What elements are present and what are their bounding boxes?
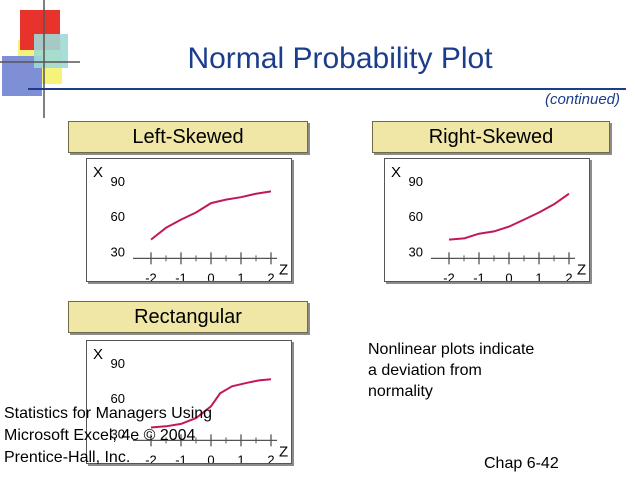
series-line	[150, 190, 272, 241]
y-tick-label: 60	[111, 391, 125, 406]
footer-line: Prentice-Hall, Inc.	[4, 449, 131, 466]
footer-line: Microsoft Excel, 4e © 2004	[4, 427, 196, 444]
rectangular-panel: -2 -1 0 1 2 90 60 30 X Z	[86, 340, 292, 464]
x-tick-label: -2	[145, 270, 157, 281]
note-line: Nonlinear plots indicate	[368, 341, 535, 358]
y-axis-label: X	[93, 164, 103, 181]
x-tick-label: 1	[237, 270, 244, 281]
rectangular-chart: -2 -1 0 1 2 90 60 30 X Z	[93, 346, 288, 463]
y-tick-label: 60	[409, 209, 423, 224]
logo-cyan-square	[34, 34, 68, 68]
x-tick-label: 1	[535, 270, 542, 281]
x-tick-label: -1	[175, 452, 187, 463]
y-tick-label: 90	[111, 174, 125, 189]
note-line: a deviation from	[368, 362, 482, 379]
x-tick-label: 2	[267, 452, 274, 463]
left-skewed-label: Left-Skewed	[68, 121, 308, 153]
footer-line: Statistics for Managers Using	[4, 405, 213, 422]
note-line: normality	[368, 383, 433, 400]
x-tick-label: 2	[267, 270, 274, 281]
y-tick-label: 90	[409, 174, 423, 189]
x-tick-label: -1	[175, 270, 187, 281]
x-tick-label: -2	[443, 270, 455, 281]
x-tick-label: 0	[505, 270, 512, 281]
x-tick-label: 0	[207, 270, 214, 281]
right-skewed-chart: -2 -1 0 1 2 90 60 30 X Z	[391, 164, 586, 281]
y-tick-label: 30	[111, 244, 125, 259]
left-skewed-chart: -2 -1 0 1 2 90 60 30 X Z	[93, 164, 288, 281]
overlapping-squares-logo	[0, 0, 80, 118]
y-tick-label: 90	[111, 356, 125, 371]
series-line	[448, 192, 570, 241]
right-skewed-label: Right-Skewed	[372, 121, 610, 153]
x-tick-label: -2	[145, 452, 157, 463]
x-tick-label: -1	[473, 270, 485, 281]
x-axis-label: Z	[577, 261, 586, 278]
rectangular-label: Rectangular	[68, 301, 308, 333]
x-axis-label: Z	[279, 443, 288, 460]
y-tick-label: 60	[111, 209, 125, 224]
y-axis-label: X	[391, 164, 401, 181]
x-tick-label: 1	[237, 452, 244, 463]
series-line	[150, 378, 272, 429]
continued-label: (continued)	[544, 91, 620, 108]
y-axis-label: X	[93, 346, 103, 363]
x-tick-label: 2	[565, 270, 572, 281]
x-tick-label: 0	[207, 452, 214, 463]
chapter-number: Chap 6-42	[484, 455, 559, 472]
footer-citation: Statistics for Managers Using Microsoft …	[4, 403, 212, 469]
page-title: Normal Probability Plot	[187, 42, 493, 75]
left-skewed-panel: -2 -1 0 1 2 90 60 30 X Z	[86, 158, 292, 282]
y-tick-label: 30	[111, 426, 125, 441]
x-axis-label: Z	[279, 261, 288, 278]
nonlinear-note: Nonlinear plots indicate a deviation fro…	[368, 339, 598, 402]
title-rule	[28, 88, 626, 90]
right-skewed-panel: -2 -1 0 1 2 90 60 30 X Z	[384, 158, 590, 282]
y-tick-label: 30	[409, 244, 423, 259]
